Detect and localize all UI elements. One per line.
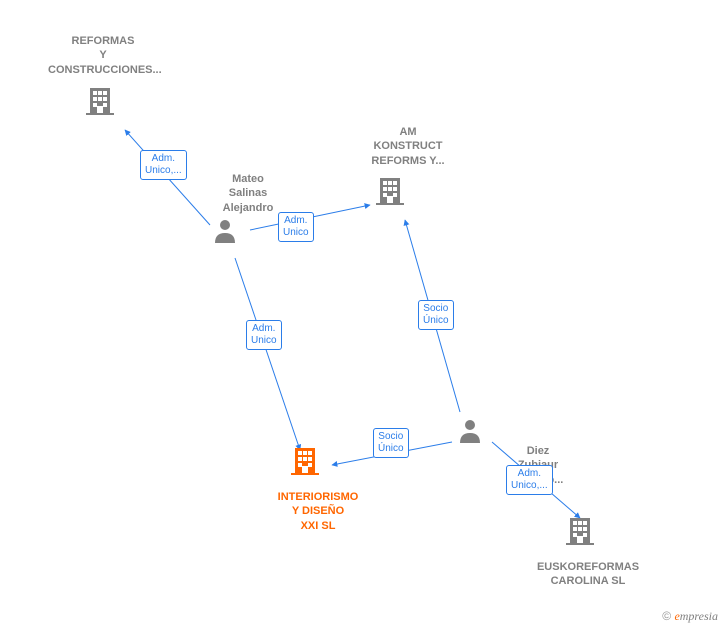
brand-rest: mpresia xyxy=(680,609,718,623)
edge-label: Adm. Unico,... xyxy=(140,150,187,180)
edge-label: Adm. Unico xyxy=(246,320,282,350)
edge-line xyxy=(235,258,300,450)
copyright-symbol: © xyxy=(662,609,671,623)
node-label: REFORMAS Y CONSTRUCCIONES... xyxy=(48,34,158,77)
edge-label: Adm. Unico xyxy=(278,212,314,242)
network-diagram: REFORMAS Y CONSTRUCCIONES... AM KONSTRUC… xyxy=(0,0,728,630)
person-icon[interactable] xyxy=(457,417,483,448)
node-label: Mateo Salinas Alejandro xyxy=(193,172,303,215)
node-label: EUSKOREFORMAS CAROLINA SL xyxy=(533,560,643,589)
node-label: AM KONSTRUCT REFORMS Y... xyxy=(353,125,463,168)
edge-label: Socio Único xyxy=(418,300,454,330)
building-icon[interactable] xyxy=(564,514,596,551)
building-icon[interactable] xyxy=(84,84,116,121)
edge-label: Adm. Unico,... xyxy=(506,465,553,495)
node-label: INTERIORISMO Y DISEÑO XXI SL xyxy=(263,490,373,533)
building-icon[interactable] xyxy=(289,444,321,481)
person-icon[interactable] xyxy=(212,217,238,248)
edge-label: Socio Único xyxy=(373,428,409,458)
building-icon[interactable] xyxy=(374,174,406,211)
footer-watermark: © empresia xyxy=(662,609,718,624)
